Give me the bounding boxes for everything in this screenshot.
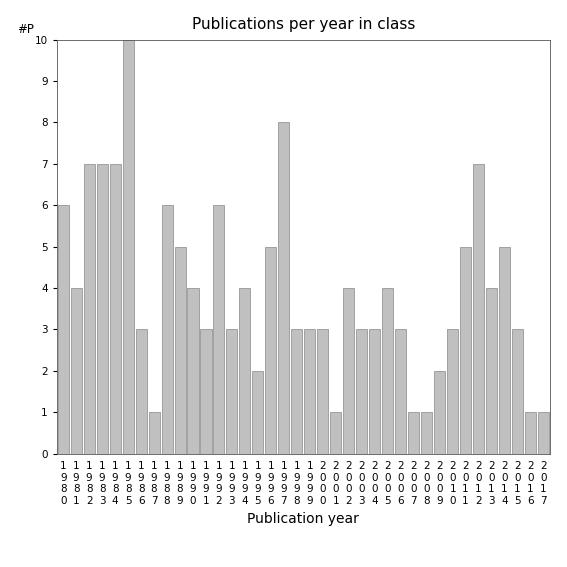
Bar xyxy=(278,122,289,454)
Bar xyxy=(136,329,147,454)
Bar xyxy=(421,412,432,454)
Title: Publications per year in class: Publications per year in class xyxy=(192,16,415,32)
Bar xyxy=(252,371,264,454)
Bar xyxy=(175,247,185,454)
Bar xyxy=(304,329,315,454)
Bar xyxy=(239,288,251,454)
Bar xyxy=(291,329,302,454)
Bar xyxy=(395,329,406,454)
Bar xyxy=(331,412,341,454)
Bar xyxy=(343,288,354,454)
Bar xyxy=(84,164,95,454)
Bar xyxy=(188,288,198,454)
Text: #P: #P xyxy=(17,23,34,36)
Bar xyxy=(162,205,172,454)
Bar xyxy=(265,247,276,454)
Bar xyxy=(122,40,134,454)
Bar xyxy=(408,412,419,454)
Bar xyxy=(434,371,445,454)
Bar xyxy=(473,164,484,454)
Bar xyxy=(201,329,211,454)
Bar xyxy=(109,164,121,454)
Bar xyxy=(538,412,549,454)
Bar xyxy=(226,329,238,454)
Bar xyxy=(382,288,393,454)
Bar xyxy=(318,329,328,454)
Bar xyxy=(149,412,159,454)
Bar xyxy=(447,329,458,454)
X-axis label: Publication year: Publication year xyxy=(247,511,359,526)
Bar xyxy=(512,329,523,454)
Bar xyxy=(58,205,69,454)
Bar xyxy=(460,247,471,454)
Bar xyxy=(499,247,510,454)
Bar xyxy=(486,288,497,454)
Bar xyxy=(213,205,225,454)
Bar xyxy=(369,329,380,454)
Bar xyxy=(525,412,536,454)
Bar xyxy=(356,329,367,454)
Bar xyxy=(71,288,82,454)
Bar xyxy=(96,164,108,454)
